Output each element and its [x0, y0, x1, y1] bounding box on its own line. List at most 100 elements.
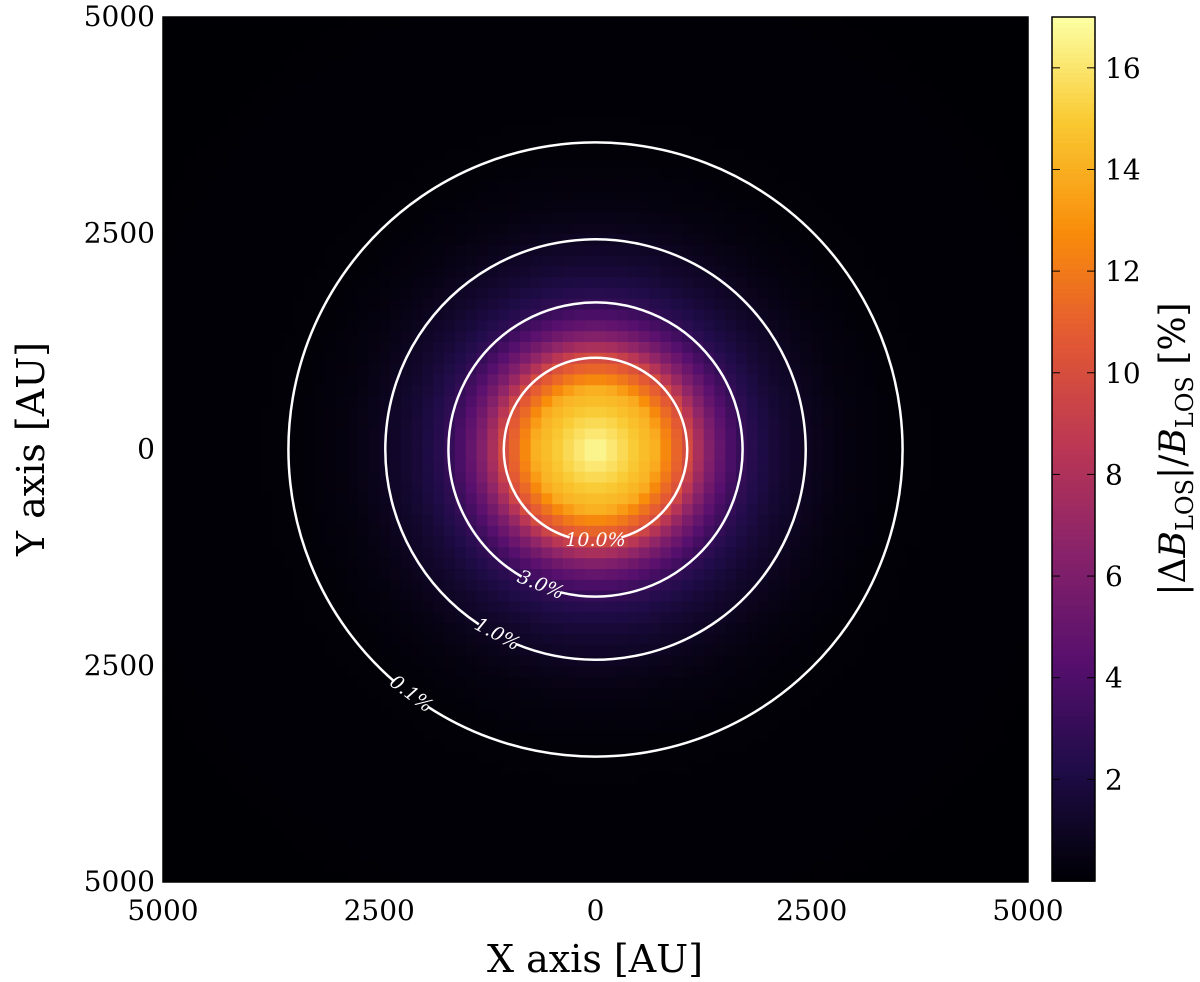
heatmap-cell [498, 244, 510, 256]
heatmap-cell [303, 211, 315, 224]
heatmap-cell [682, 395, 694, 407]
heatmap-cell [238, 384, 251, 397]
heatmap-cell [519, 536, 532, 548]
heatmap-cell [811, 363, 824, 375]
heatmap-cell [768, 752, 780, 764]
heatmap-cell [400, 654, 413, 667]
heatmap-cell [336, 806, 348, 818]
heatmap-cell [184, 503, 197, 515]
heatmap-cell [638, 319, 651, 332]
heatmap-cell [217, 363, 229, 375]
heatmap-cell [433, 730, 445, 743]
heatmap-cell [584, 395, 597, 407]
heatmap-cell [271, 179, 283, 191]
heatmap-cell [768, 460, 780, 472]
heatmap-cell [173, 676, 186, 688]
heatmap-cell [206, 611, 218, 624]
heatmap-cell [606, 146, 618, 159]
heatmap-cell [811, 438, 824, 451]
heatmap-cell [725, 471, 737, 483]
heatmap-cell [509, 687, 521, 699]
heatmap-cell [422, 373, 434, 386]
heatmap-cell [606, 817, 618, 829]
heatmap-cell [682, 698, 694, 710]
heatmap-cell [271, 806, 283, 818]
heatmap-cell [368, 687, 380, 699]
heatmap-cell [303, 741, 315, 753]
heatmap-cell [573, 492, 586, 505]
heatmap-cell [422, 92, 434, 105]
heatmap-cell [498, 633, 510, 645]
heatmap-cell [746, 276, 759, 288]
heatmap-cell [530, 687, 543, 699]
heatmap-cell [736, 103, 748, 115]
heatmap-cell [703, 633, 716, 645]
heatmap-cell [433, 698, 445, 710]
heatmap-cell [465, 330, 478, 342]
heatmap-cell [725, 276, 737, 288]
heatmap-cell [227, 644, 240, 656]
heatmap-cell [606, 395, 618, 407]
heatmap-cell [552, 135, 564, 148]
heatmap-cell [757, 698, 770, 710]
heatmap-cell [552, 319, 564, 332]
heatmap-cell [714, 557, 726, 570]
heatmap-cell [790, 644, 802, 656]
heatmap-cell [465, 60, 478, 72]
heatmap-cell [638, 71, 651, 83]
heatmap-cell [736, 481, 748, 494]
heatmap-cell [368, 719, 380, 732]
heatmap-cell [303, 395, 315, 407]
heatmap-cell [606, 157, 618, 169]
heatmap-cell [844, 168, 856, 180]
heatmap-cell [292, 817, 305, 829]
heatmap-cell [811, 536, 824, 548]
heatmap-cell [606, 449, 618, 461]
heatmap-cell [811, 211, 824, 224]
heatmap-cell [184, 254, 197, 267]
heatmap-cell [325, 190, 337, 202]
heatmap-cell [357, 849, 370, 861]
heatmap-cell [173, 557, 186, 570]
heatmap-cell [519, 319, 532, 332]
heatmap-cell [454, 817, 467, 829]
heatmap-cell [217, 438, 229, 451]
heatmap-cell [465, 698, 478, 710]
heatmap-cell [346, 265, 359, 278]
heatmap-cell [541, 600, 553, 613]
heatmap-cell [682, 417, 694, 429]
heatmap-cell [519, 427, 532, 440]
heatmap-cell [519, 233, 532, 245]
heatmap-cell [238, 730, 251, 743]
heatmap-cell [844, 38, 856, 51]
heatmap-cell [530, 633, 543, 645]
heatmap-cell [346, 438, 359, 451]
heatmap-cell [271, 373, 283, 386]
heatmap-cell [563, 795, 575, 807]
heatmap-cell [552, 287, 564, 299]
heatmap-cell [217, 298, 229, 310]
heatmap-cell [357, 536, 370, 548]
heatmap-cell [865, 687, 878, 699]
heatmap-cell [692, 276, 705, 288]
heatmap-cell [757, 287, 770, 299]
heatmap-cell [336, 341, 348, 353]
heatmap-cell [379, 330, 391, 342]
heatmap-cell [465, 492, 478, 505]
heatmap-cell [519, 546, 532, 559]
heatmap-cell [476, 233, 488, 245]
heatmap-cell [519, 687, 532, 699]
heatmap-cell [682, 81, 694, 94]
heatmap-cell [682, 741, 694, 753]
heatmap-cell [357, 709, 370, 721]
heatmap-cell [444, 860, 456, 872]
heatmap-cell [465, 49, 478, 61]
heatmap-cell [649, 179, 661, 191]
heatmap-cell [627, 71, 640, 83]
heatmap-cell [325, 146, 337, 159]
heatmap-cell [606, 492, 618, 505]
heatmap-cell [649, 438, 661, 451]
heatmap-cell [379, 287, 391, 299]
heatmap-cell [790, 49, 802, 61]
heatmap-cell [682, 373, 694, 386]
